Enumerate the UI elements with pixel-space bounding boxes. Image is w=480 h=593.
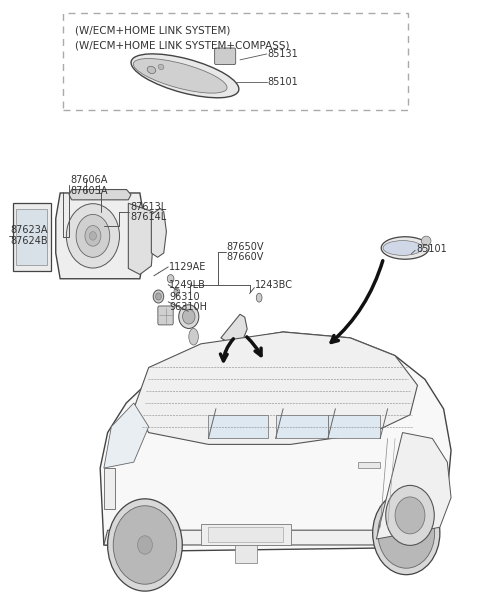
Polygon shape <box>100 332 451 551</box>
Polygon shape <box>328 415 380 438</box>
Text: 87624B: 87624B <box>10 236 48 246</box>
Ellipse shape <box>381 237 429 259</box>
Circle shape <box>137 535 153 554</box>
Circle shape <box>378 498 435 568</box>
Ellipse shape <box>182 309 195 324</box>
Text: 96310H: 96310H <box>169 302 207 312</box>
Polygon shape <box>69 190 131 200</box>
Circle shape <box>108 499 182 591</box>
Polygon shape <box>104 403 149 468</box>
Circle shape <box>113 506 177 584</box>
FancyBboxPatch shape <box>158 306 173 325</box>
Ellipse shape <box>174 288 180 295</box>
Text: 1249LB: 1249LB <box>169 280 206 289</box>
Circle shape <box>395 497 425 534</box>
Polygon shape <box>16 209 47 265</box>
Text: 87605A: 87605A <box>70 186 108 196</box>
Ellipse shape <box>131 54 239 98</box>
Circle shape <box>399 524 414 543</box>
Polygon shape <box>134 332 418 444</box>
Text: (W/ECM+HOME LINK SYSTEM+COMPASS): (W/ECM+HOME LINK SYSTEM+COMPASS) <box>75 40 289 50</box>
FancyBboxPatch shape <box>215 48 236 65</box>
Ellipse shape <box>383 241 422 256</box>
FancyBboxPatch shape <box>63 12 408 110</box>
Ellipse shape <box>156 293 161 300</box>
Circle shape <box>372 492 440 575</box>
Ellipse shape <box>66 203 120 268</box>
Ellipse shape <box>133 59 227 93</box>
Text: 87660V: 87660V <box>227 253 264 263</box>
Ellipse shape <box>179 305 199 329</box>
Ellipse shape <box>153 290 164 303</box>
Text: 1129AE: 1129AE <box>169 262 206 272</box>
Polygon shape <box>276 415 328 438</box>
Text: (W/ECM+HOME LINK SYSTEM): (W/ECM+HOME LINK SYSTEM) <box>75 25 230 36</box>
Polygon shape <box>221 314 247 344</box>
Ellipse shape <box>421 236 431 246</box>
Text: 87613L: 87613L <box>130 202 166 212</box>
Text: 87650V: 87650V <box>227 242 264 252</box>
Circle shape <box>386 486 434 546</box>
Text: 85101: 85101 <box>416 244 447 254</box>
Polygon shape <box>376 432 451 539</box>
Polygon shape <box>235 545 257 563</box>
Polygon shape <box>128 203 155 275</box>
Ellipse shape <box>89 232 96 240</box>
Ellipse shape <box>85 225 101 246</box>
Polygon shape <box>208 527 283 542</box>
Ellipse shape <box>158 64 164 69</box>
Ellipse shape <box>147 66 156 74</box>
Text: 96310: 96310 <box>169 292 200 301</box>
Polygon shape <box>151 208 167 257</box>
Text: 85131: 85131 <box>268 49 299 59</box>
Polygon shape <box>12 203 51 271</box>
Polygon shape <box>201 524 290 545</box>
Text: 87623A: 87623A <box>10 225 48 235</box>
Text: 87606A: 87606A <box>70 175 108 185</box>
Ellipse shape <box>167 275 174 283</box>
Ellipse shape <box>189 329 198 345</box>
Ellipse shape <box>76 215 110 257</box>
Polygon shape <box>358 462 380 468</box>
Ellipse shape <box>256 294 262 302</box>
Text: 85101: 85101 <box>268 76 299 87</box>
Text: 87614L: 87614L <box>130 212 166 222</box>
Polygon shape <box>208 415 268 438</box>
Polygon shape <box>56 193 144 279</box>
Text: 1243BC: 1243BC <box>255 280 293 289</box>
Polygon shape <box>104 530 418 545</box>
Polygon shape <box>104 468 115 509</box>
